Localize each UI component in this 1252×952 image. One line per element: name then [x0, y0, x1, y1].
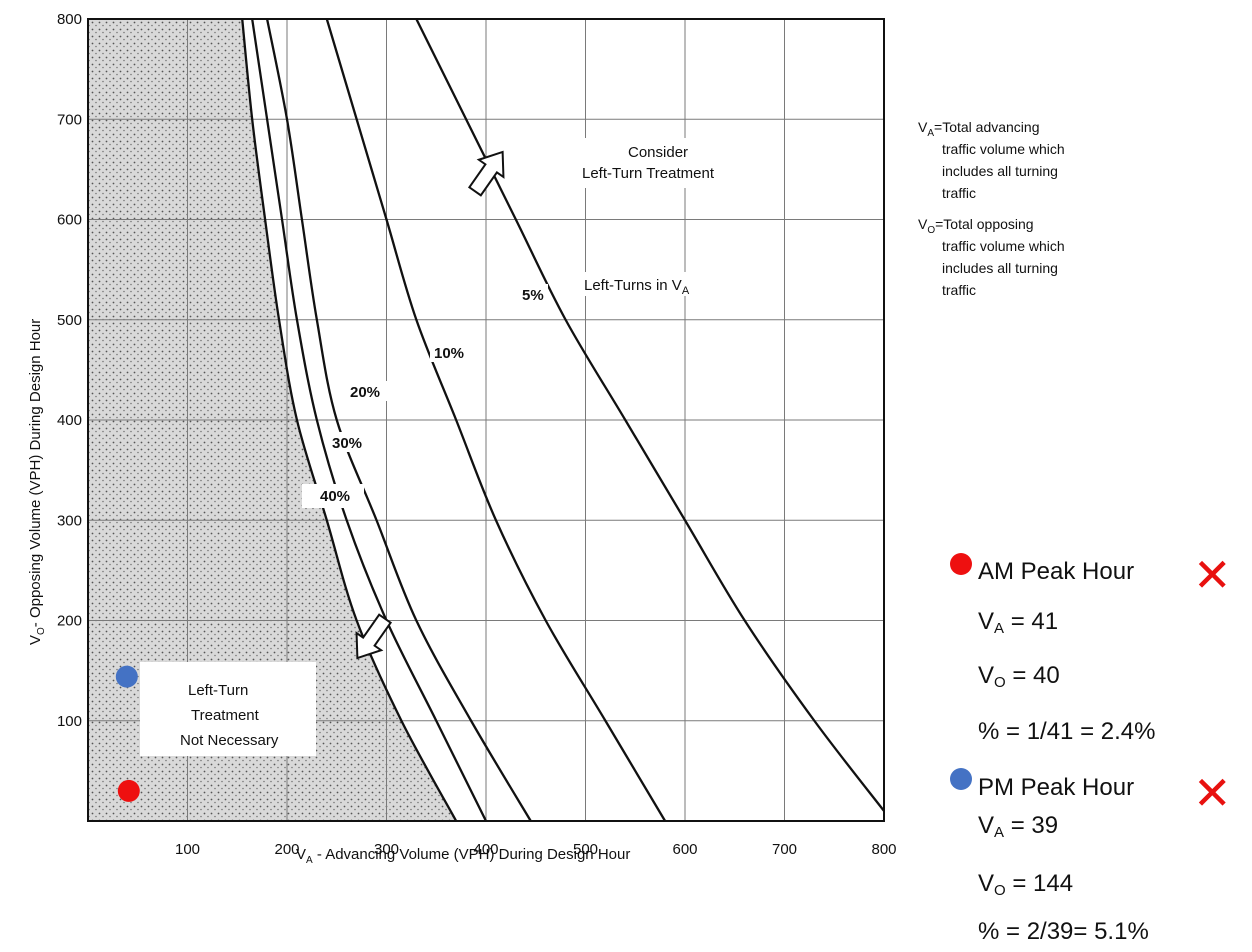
y-tick-label: 700 — [57, 111, 82, 128]
curve-10pct — [325, 18, 667, 822]
y-tick-label: 400 — [57, 412, 82, 429]
y-axis-title: VO- Opposing Volume (VPH) During Design … — [27, 319, 47, 645]
svg-text:traffic volume which: traffic volume which — [942, 141, 1065, 157]
am-legend-dot — [950, 553, 972, 575]
am-title: AM Peak Hour — [978, 558, 1135, 585]
svg-text:Left-Turns in VA: Left-Turns in VA — [584, 277, 690, 297]
curve-30pct — [251, 18, 488, 822]
x-tick-label: 300 — [374, 841, 399, 858]
x-tick-label: 800 — [871, 841, 896, 858]
arrow-down-left-icon — [355, 613, 393, 660]
curve-label-40: 40% — [302, 484, 364, 508]
svg-text:VO=Total opposing: VO=Total opposing — [918, 216, 1034, 236]
svg-text:includes all turning: includes all turning — [942, 260, 1058, 276]
data-point-pm-peak-hour — [115, 665, 138, 688]
svg-text:40%: 40% — [320, 488, 350, 505]
curve-label-20: 20% — [346, 381, 388, 401]
pm-va: VA = 39 — [978, 812, 1059, 841]
y-tick-label: 800 — [57, 11, 82, 28]
svg-text:includes all turning: includes all turning — [942, 163, 1058, 179]
curve-label-10: 10% — [430, 342, 472, 362]
y-tick-labels: 100 200 300 400 500 600 700 800 — [57, 11, 82, 730]
x-tick-label: 200 — [274, 841, 299, 858]
svg-text:Not Necessary: Not Necessary — [180, 732, 279, 749]
consider-treatment-label: Consider Left-Turn Treatment — [574, 138, 752, 188]
svg-text:Left-Turn Treatment: Left-Turn Treatment — [582, 165, 715, 182]
data-point-am-peak-hour — [117, 779, 140, 802]
svg-text:Left-Turn: Left-Turn — [188, 682, 248, 699]
va-definition: VA=Total advancing traffic volume which … — [918, 119, 1065, 201]
am-percent: % = 1/41 = 2.4% — [978, 718, 1156, 745]
y-tick-label: 100 — [57, 713, 82, 730]
threshold-curves — [241, 18, 885, 822]
y-tick-label: 500 — [57, 312, 82, 329]
arrow-up-right-icon — [467, 150, 505, 197]
svg-text:traffic: traffic — [942, 282, 976, 298]
vo-definition: VO=Total opposing traffic volume which i… — [918, 216, 1065, 298]
not-necessary-label: Left-Turn Treatment Not Necessary — [140, 662, 316, 756]
y-tick-label: 600 — [57, 212, 82, 229]
am-va: VA = 41 — [978, 608, 1059, 637]
x-tick-label: 100 — [175, 841, 200, 858]
curve-5pct — [415, 18, 885, 812]
svg-text:VA=Total advancing: VA=Total advancing — [918, 119, 1039, 139]
y-tick-label: 200 — [57, 613, 82, 630]
svg-text:traffic: traffic — [942, 185, 976, 201]
left-turns-label: Left-Turns in VA — [578, 272, 724, 297]
x-tick-label: 400 — [473, 841, 498, 858]
pm-title: PM Peak Hour — [978, 774, 1135, 801]
x-tick-label: 600 — [672, 841, 697, 858]
svg-text:30%: 30% — [332, 435, 362, 452]
x-mark-icon: ✕ — [1193, 548, 1232, 602]
y-tick-label: 300 — [57, 512, 82, 529]
pm-vo: VO = 144 — [978, 870, 1074, 899]
am-vo: VO = 40 — [978, 662, 1060, 691]
svg-text:20%: 20% — [350, 384, 380, 401]
svg-text:5%: 5% — [522, 287, 544, 304]
data-points — [115, 665, 140, 802]
pm-percent: % = 2/39= 5.1% — [978, 918, 1149, 945]
x-axis-title: VA - Advancing Volume (VPH) During Desig… — [296, 846, 630, 866]
x-tick-labels: 100 200 300 400 500 600 700 800 — [175, 841, 897, 858]
curve-40pct — [241, 18, 458, 822]
pm-legend-dot — [950, 768, 972, 790]
x-tick-label: 700 — [772, 841, 797, 858]
svg-text:traffic volume which: traffic volume which — [942, 238, 1065, 254]
svg-text:Treatment: Treatment — [191, 707, 260, 724]
curve-label-30: 30% — [328, 432, 370, 452]
curve-label-5: 5% — [518, 284, 548, 304]
x-tick-label: 500 — [573, 841, 598, 858]
svg-text:10%: 10% — [434, 345, 464, 362]
curve-20pct — [265, 18, 532, 822]
svg-text:Consider: Consider — [628, 144, 688, 161]
x-mark-icon: ✕ — [1193, 766, 1232, 820]
